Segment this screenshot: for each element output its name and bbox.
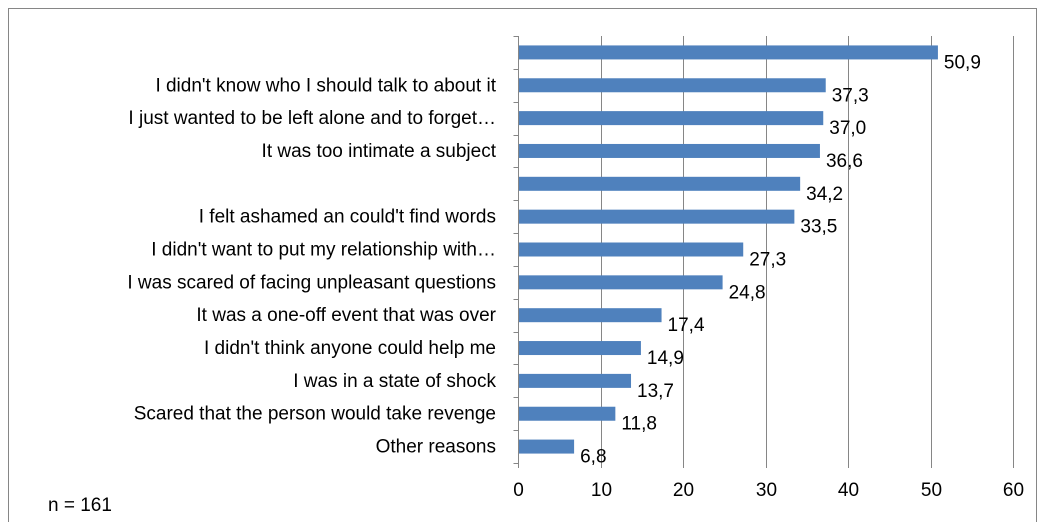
data-label: 34,2 (806, 184, 843, 205)
data-label: 27,3 (749, 250, 786, 271)
data-label: 13,7 (637, 381, 674, 402)
sample-size-note: n = 161 (48, 495, 112, 516)
data-label: 33,5 (800, 217, 837, 238)
bars (519, 45, 938, 454)
category-label: Other reasons (376, 437, 496, 458)
data-label: 17,4 (668, 315, 705, 336)
category-label: I didn't know who I should talk to about… (155, 75, 496, 96)
tick-labels: 0 10 20 30 40 50 60 (513, 480, 1024, 501)
data-label: 50,9 (944, 52, 981, 73)
category-label: Scared that the person would take reveng… (134, 404, 496, 425)
data-label: 37,3 (832, 85, 869, 106)
bar (519, 209, 795, 224)
category-label: I was scared of facing unpleasant questi… (127, 272, 496, 293)
x-tick-label: 10 (591, 480, 612, 501)
category-label: I felt ashamed an could't find words (199, 207, 496, 228)
axis (513, 36, 1014, 468)
bar (519, 439, 575, 454)
bar (519, 341, 641, 356)
category-label: I didn't think anyone could help me (204, 338, 496, 359)
data-label: 11,8 (621, 414, 657, 435)
data-label: 24,8 (729, 282, 766, 303)
data-label: 14,9 (647, 348, 684, 369)
x-tick-label: 60 (1003, 480, 1024, 501)
bar (519, 406, 616, 421)
bar (519, 275, 723, 290)
bar (519, 373, 632, 388)
data-label: 37,0 (829, 118, 866, 139)
x-tick-label: 50 (921, 480, 942, 501)
bar (519, 111, 824, 126)
data-label: 6,8 (580, 447, 606, 468)
category-label: I didn't want to put my relationship wit… (151, 240, 496, 261)
category-label: I just wanted to be left alone and to fo… (128, 108, 496, 129)
x-tick-label: 0 (513, 480, 524, 501)
category-label: It was a one-off event that was over (196, 305, 496, 326)
chart-border (8, 8, 1037, 522)
category-label: I was in a state of shock (293, 371, 496, 392)
category-label: It was too intimate a subject (262, 141, 497, 162)
bar (519, 176, 801, 191)
value-labels: 50,9 37,3 37,0 36,6 34,2 33,5 27,3 24,8 17,4 14,9… (580, 52, 981, 467)
bar (519, 45, 938, 60)
x-tick-label: 20 (673, 480, 694, 501)
bar (519, 143, 820, 158)
bar (519, 308, 662, 323)
category-labels: I didn't know who I should talk to about… (127, 75, 496, 457)
x-tick-label: 30 (756, 480, 777, 501)
bar (519, 78, 826, 93)
x-tick-label: 40 (838, 480, 859, 501)
bar (519, 242, 744, 257)
data-label: 36,6 (826, 151, 863, 172)
